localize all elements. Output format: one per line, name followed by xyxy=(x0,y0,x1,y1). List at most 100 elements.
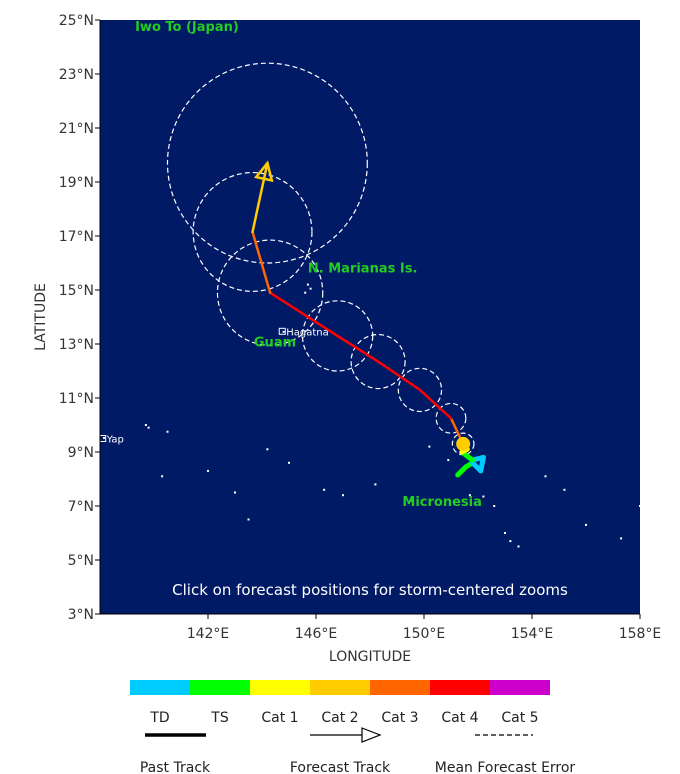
forecast-position-marker[interactable] xyxy=(335,333,341,339)
island xyxy=(309,287,312,290)
map-background xyxy=(100,20,640,614)
mean-forecast-error-circles[interactable] xyxy=(166,62,475,456)
legend-category-label: Cat 2 xyxy=(321,710,358,726)
island xyxy=(409,499,412,502)
island xyxy=(103,436,106,439)
forecast-error-circle[interactable] xyxy=(192,171,313,292)
forecast-position-marker[interactable] xyxy=(448,415,454,421)
forecast-position-marker[interactable] xyxy=(250,229,256,235)
legend-color-swatch xyxy=(430,680,490,695)
map-labels: Iwo To (Japan) N. Marianas Is. Guam Microne… xyxy=(99,20,482,510)
legend-color-swatch xyxy=(370,680,430,695)
island xyxy=(585,523,587,526)
x-tick-label: 150°E xyxy=(403,626,446,642)
y-tick-label: 11°N xyxy=(59,391,94,407)
region-label: Guam xyxy=(254,336,296,351)
island xyxy=(234,491,236,494)
island xyxy=(247,518,250,521)
x-tick-label: 154°E xyxy=(511,626,554,642)
island xyxy=(304,291,307,294)
legend-color-swatch xyxy=(490,680,550,695)
legend-category-label: TS xyxy=(210,710,229,726)
island xyxy=(147,426,150,429)
forecast-error-circle[interactable] xyxy=(216,239,324,346)
y-axis-title: LATITUDE xyxy=(33,283,49,351)
legend-forecast-track-label: Forecast Track xyxy=(290,760,391,774)
legend: TD TS Cat 1 Cat 2 Cat 3 Cat 4 Cat 5 Past Track F… xyxy=(130,680,575,774)
forecast-error-circle[interactable] xyxy=(397,367,443,413)
y-tick-label: 25°N xyxy=(59,13,94,29)
forecast-error-circle[interactable] xyxy=(301,300,374,372)
island xyxy=(428,445,431,448)
forecast-position-marker[interactable] xyxy=(267,290,273,296)
city-label: Hagatna xyxy=(286,327,329,338)
region-label: N. Marianas Is. xyxy=(308,261,418,276)
y-tick-label: 3°N xyxy=(68,607,94,623)
y-tick-label: 5°N xyxy=(68,553,94,569)
island xyxy=(342,494,344,497)
island xyxy=(282,330,285,333)
island xyxy=(639,505,641,507)
legend-category-label: Cat 3 xyxy=(381,710,418,726)
island xyxy=(447,459,450,462)
island xyxy=(266,448,269,451)
forecast-track-segment xyxy=(268,291,339,338)
forecast-position-marker[interactable] xyxy=(417,387,423,393)
forecast-track-segment xyxy=(376,360,422,392)
legend-category-label: TD xyxy=(149,710,169,726)
island xyxy=(620,537,623,540)
island xyxy=(482,495,485,498)
forecast-track-segment xyxy=(251,161,269,234)
current-storm-position[interactable] xyxy=(456,436,471,451)
x-axis-title: LONGITUDE xyxy=(329,649,411,665)
track-layer xyxy=(250,160,486,478)
legend-category-label: Cat 5 xyxy=(501,710,538,726)
forecast-error-circle[interactable] xyxy=(350,333,406,390)
legend-arrow-icon xyxy=(361,727,382,743)
island xyxy=(468,494,471,497)
y-tick-label: 19°N xyxy=(59,175,94,191)
island xyxy=(493,505,496,507)
forecast-arrow-head[interactable] xyxy=(253,160,274,183)
forecast-zoom-notice: Click on forecast positions for storm-ce… xyxy=(172,581,568,599)
island xyxy=(374,483,377,486)
island xyxy=(544,475,547,478)
y-tick-label: 15°N xyxy=(59,283,94,299)
forecast-error-circle[interactable] xyxy=(435,402,467,434)
forecast-track-segment xyxy=(251,230,272,294)
city-label: Yap xyxy=(106,435,124,446)
island xyxy=(563,488,566,491)
forecast-position-marker[interactable] xyxy=(375,359,381,365)
y-tick-label: 21°N xyxy=(59,121,94,137)
island xyxy=(161,475,164,478)
y-tick-label: 23°N xyxy=(59,67,94,83)
y-tick-label: 7°N xyxy=(68,499,94,515)
legend-error-label: Mean Forecast Error xyxy=(435,760,576,774)
axis-layer: 142°E 146°E 150°E 154°E 158°E 25°N 23°N 21°N 19°… xyxy=(59,13,662,642)
island xyxy=(288,461,290,464)
island xyxy=(207,469,209,472)
x-tick-label: 142°E xyxy=(187,626,230,642)
forecast-track-segment xyxy=(336,334,380,363)
forecast-track-segment xyxy=(418,388,453,420)
island xyxy=(306,283,309,286)
legend-past-track-label: Past Track xyxy=(140,760,211,774)
y-tick-label: 13°N xyxy=(59,337,94,353)
island xyxy=(504,532,506,534)
x-tick-label: 146°E xyxy=(295,626,338,642)
island xyxy=(323,488,326,491)
y-tick-label: 17°N xyxy=(59,229,94,245)
island xyxy=(509,540,512,543)
legend-color-swatch xyxy=(130,680,190,695)
legend-color-swatch xyxy=(310,680,370,695)
legend-category-label: Cat 4 xyxy=(441,710,478,726)
forecast-error-circle[interactable] xyxy=(166,62,368,264)
city-marker-icon xyxy=(278,327,286,335)
island xyxy=(517,545,520,548)
region-label: Iwo To (Japan) xyxy=(135,20,239,35)
legend-color-swatch xyxy=(250,680,310,695)
region-label: Micronesia xyxy=(402,495,481,510)
x-tick-label: 158°E xyxy=(619,626,662,642)
island xyxy=(166,430,169,433)
